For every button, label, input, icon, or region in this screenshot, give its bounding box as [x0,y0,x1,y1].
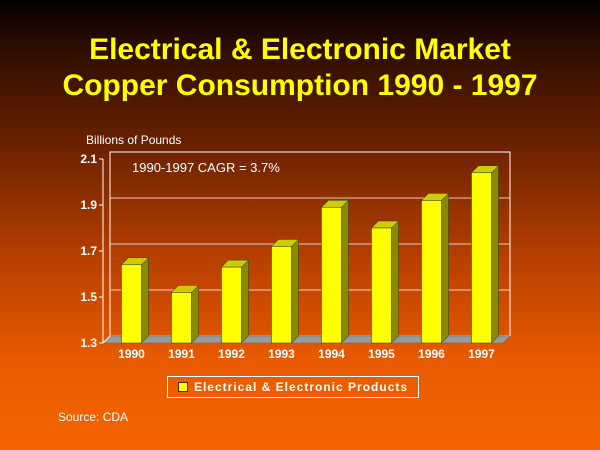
y-tick-label: 1.3 [80,336,97,350]
y-axis-label: Billions of Pounds [86,133,182,147]
bar-1996 [420,192,450,344]
bar-side [191,284,199,344]
y-tick-label: 1.9 [80,198,97,212]
bar-side [391,220,399,344]
bar-front [271,246,292,344]
y-tick-labels: 1.3 1.5 1.7 1.9 2.1 [80,152,97,350]
bar-1993 [270,238,300,344]
bar-1992 [220,259,250,344]
bar-front [371,227,392,344]
x-tick-label: 1990 [118,347,145,361]
bar-side [291,238,299,344]
bar-side [141,257,149,344]
bar-1990 [120,257,150,344]
bar-1997 [470,165,500,344]
bar-front [171,292,192,344]
chart-title-line-2: Copper Consumption 1990 - 1997 [62,69,538,102]
axis-corner [102,335,111,344]
cagr-annotation: 1990-1997 CAGR = 3.7% [132,160,280,175]
bars [120,165,500,344]
bar-1991 [170,284,200,344]
x-tick-label: 1996 [418,347,445,361]
source-note: Source: CDA [58,410,129,424]
x-tick-labels: 1990 1991 1992 1993 1994 1995 1996 1997 [118,347,495,361]
bar-1994 [320,199,350,344]
chart-title: Electrical & Electronic Market Copper Co… [0,32,600,104]
legend: Electrical & Electronic Products [167,376,419,398]
x-tick-label: 1993 [268,347,295,361]
legend-swatch [177,382,188,392]
plot-floor [102,335,511,344]
bar-side [341,199,349,344]
legend-label: Electrical & Electronic Products [193,380,409,394]
x-tick-label: 1992 [218,347,245,361]
bar-side [491,165,499,344]
bar-side [241,259,249,344]
x-tick-label: 1991 [168,347,195,361]
x-tick-label: 1994 [318,347,345,361]
bar-front [321,207,342,344]
bar-front [421,200,442,344]
x-tick-label: 1997 [468,347,495,361]
x-tick-label: 1995 [368,347,395,361]
y-tick-label: 1.7 [80,244,97,258]
bar-side [441,192,449,344]
bar-1995 [370,220,400,344]
bar-front [471,172,492,344]
plot-area [102,151,511,344]
bar-front [221,266,242,344]
y-tick-label: 1.5 [80,290,97,304]
bar-front [121,264,142,344]
chart-title-line-1: Electrical & Electronic Market [89,33,511,66]
y-tick-label: 2.1 [80,152,97,166]
